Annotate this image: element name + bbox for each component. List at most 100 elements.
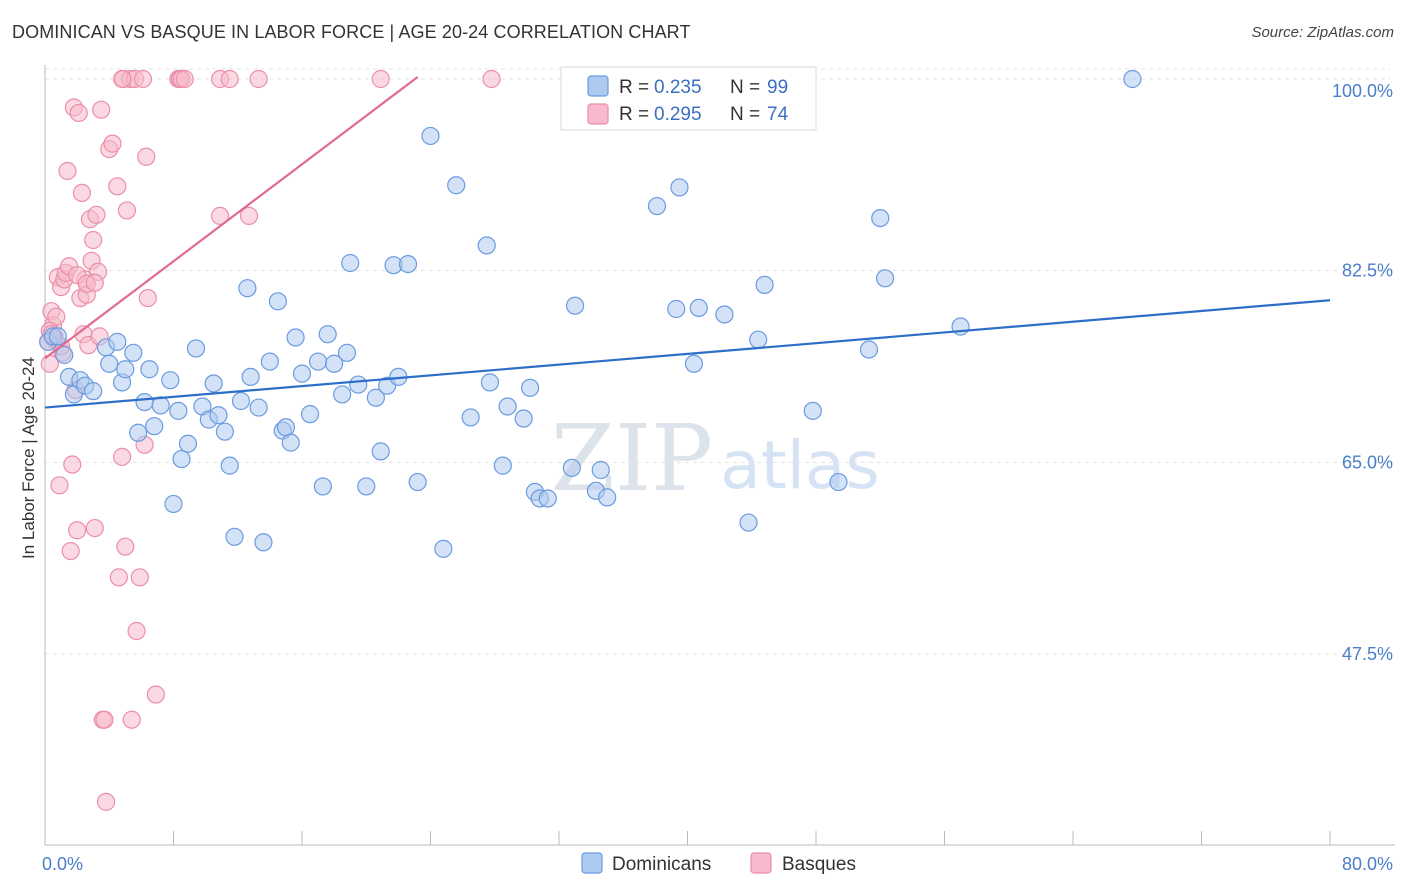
- dominicans-point-30: [215, 422, 234, 441]
- bottom-legend-swatch-basques: [750, 852, 772, 874]
- y-tick-label-2: 65.0%: [1342, 452, 1393, 472]
- basques-point-41: [112, 447, 132, 466]
- dominicans-point-88: [755, 275, 774, 295]
- bottom-legend-dominicans: Dominicans: [612, 854, 711, 875]
- grid: [45, 68, 1390, 655]
- basques-point-19: [69, 103, 88, 123]
- basques-point-53: [138, 288, 157, 308]
- dominicans-point-95: [1123, 69, 1142, 89]
- dominicans-point-86: [739, 513, 758, 532]
- dominicans-point-49: [325, 354, 344, 373]
- basques-point-62: [239, 206, 259, 226]
- trend-lines: [44, 76, 1331, 409]
- dominicans-point-34: [238, 279, 257, 298]
- dominicans-point-32: [225, 527, 244, 546]
- dominicans-point-39: [268, 292, 288, 311]
- basques-point-30: [87, 205, 106, 224]
- basques-point-36: [96, 792, 116, 811]
- basques-point-48: [127, 621, 146, 641]
- dominicans-point-63: [434, 539, 453, 558]
- basques-point-50: [133, 69, 153, 89]
- dominicans-point-53: [349, 375, 368, 394]
- basques-point-7: [50, 476, 69, 495]
- dominicans-points: [39, 69, 1142, 558]
- basques-point-21: [72, 183, 92, 203]
- basques-point-52: [137, 147, 156, 166]
- legend-n-label-basques: N =: [730, 104, 760, 125]
- dominicans-point-74: [538, 489, 557, 508]
- axes: [44, 65, 1395, 846]
- dominicans-point-75: [562, 458, 581, 477]
- dominicans-point-85: [715, 305, 734, 324]
- dominicans-point-56: [371, 442, 390, 461]
- bottom-legend-swatch-dominicans: [581, 852, 603, 874]
- basques-point-43: [116, 537, 135, 556]
- dominicans-point-2: [48, 327, 67, 346]
- legend-n-label-dominicans: N =: [730, 77, 760, 98]
- dominicans-point-16: [135, 392, 154, 412]
- y-tick-label-3: 47.5%: [1342, 644, 1393, 664]
- basques-point-65: [482, 69, 501, 89]
- basques-point-63: [249, 69, 268, 89]
- dominicans-point-20: [161, 371, 180, 390]
- dominicans-point-28: [204, 374, 223, 393]
- dominicans-point-33: [231, 391, 251, 411]
- dominicans-point-31: [220, 456, 239, 475]
- dominicans-point-36: [249, 398, 268, 417]
- dominicans-point-81: [667, 299, 686, 319]
- dominicans-point-66: [477, 236, 496, 255]
- bottom-legend-basques: Basques: [782, 854, 856, 875]
- basques-point-14: [61, 541, 80, 561]
- basques-point-58: [175, 69, 194, 89]
- dominicans-point-41: [276, 418, 296, 437]
- basques-point-60: [210, 206, 230, 226]
- basques-point-12: [58, 161, 77, 181]
- dominicans-point-69: [498, 397, 517, 416]
- legend-swatch-dominicans: [587, 75, 609, 97]
- dominicans-point-50: [333, 385, 352, 404]
- series-legend: Dominicans Basques: [581, 852, 856, 875]
- dominicans-point-45: [300, 405, 320, 424]
- dominicans-point-13: [116, 360, 135, 379]
- basques-point-39: [108, 177, 127, 196]
- dominicans-point-38: [260, 352, 279, 371]
- dominicans-point-92: [871, 208, 890, 228]
- watermark-zip: ZIP: [551, 405, 713, 512]
- legend-r-label-dominicans: R =: [619, 77, 649, 98]
- dominicans-point-44: [292, 364, 312, 383]
- dominicans-point-47: [313, 477, 332, 496]
- dominicans-point-67: [480, 373, 500, 392]
- dominicans-point-93: [875, 269, 895, 288]
- basques-point-44: [117, 201, 137, 220]
- y-tick-label-1: 82.5%: [1342, 261, 1393, 281]
- basques-point-40: [109, 568, 128, 587]
- dominicans-point-43: [286, 328, 305, 347]
- dominicans-point-10: [100, 354, 119, 373]
- x-tick-label-max: 80.0%: [1342, 854, 1393, 874]
- dominicans-point-52: [341, 253, 360, 273]
- dominicans-trend-line: [44, 299, 1331, 409]
- dominicans-point-37: [254, 533, 273, 552]
- basques-point-18: [68, 521, 87, 540]
- y-axis-title: In Labor Force | Age 20-24: [19, 357, 38, 559]
- dominicans-point-14: [124, 343, 143, 362]
- dominicans-point-11: [108, 332, 127, 351]
- basques-point-49: [130, 568, 149, 587]
- basques-points: [39, 69, 501, 811]
- basques-point-29: [85, 518, 104, 538]
- dominicans-point-62: [421, 126, 440, 146]
- legend-r-dominicans: 0.235: [654, 77, 702, 98]
- dominicans-point-17: [140, 360, 159, 379]
- dominicans-point-68: [493, 456, 512, 475]
- dominicans-point-91: [859, 340, 879, 359]
- basques-point-33: [92, 100, 111, 119]
- stats-legend: R = 0.235 N = 99 R = 0.295 N = 74: [560, 66, 817, 131]
- basques-point-61: [220, 69, 239, 89]
- basques-trend-line: [44, 76, 419, 360]
- dominicans-point-60: [398, 254, 418, 274]
- watermark-atlas: atlas: [720, 427, 880, 504]
- dominicans-point-83: [684, 354, 704, 373]
- dominicans-point-64: [447, 176, 466, 195]
- dominicans-point-61: [408, 472, 427, 492]
